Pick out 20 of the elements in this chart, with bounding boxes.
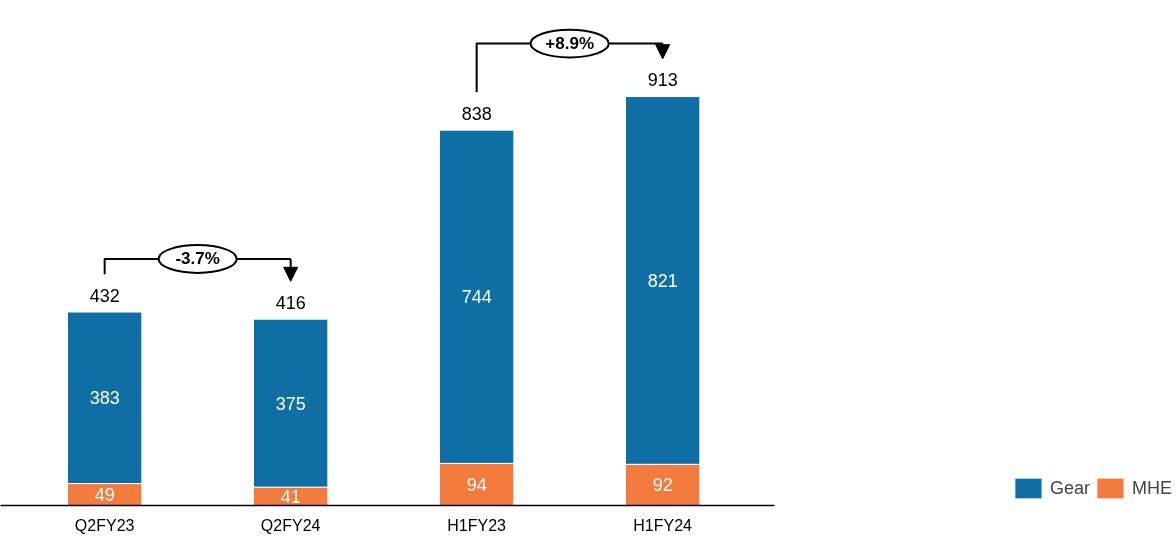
data-label: 744 xyxy=(461,287,492,308)
data-label: 41 xyxy=(280,486,301,507)
legend-label: MHE xyxy=(1132,477,1172,499)
x-tick-label: H1FY23 xyxy=(447,516,507,534)
data-label: 375 xyxy=(275,393,306,414)
data-label: 49 xyxy=(94,485,115,506)
total-label: 432 xyxy=(89,285,120,306)
annotation: -3.7% xyxy=(175,249,220,269)
total-label: 416 xyxy=(275,293,306,314)
text: +8.9% xyxy=(545,34,595,54)
x-tick-label: Q2FY24 xyxy=(260,516,321,534)
total-label: 838 xyxy=(461,104,492,125)
total-label: 913 xyxy=(647,70,678,91)
data-label: 92 xyxy=(652,475,673,496)
legend-label: Gear xyxy=(1049,477,1090,499)
x-tick-label: H1FY24 xyxy=(633,516,693,534)
data-label: 821 xyxy=(647,270,678,291)
x-tick-label: Q2FY23 xyxy=(74,516,135,534)
data-label: 94 xyxy=(466,474,487,495)
data-label: 383 xyxy=(89,388,120,409)
